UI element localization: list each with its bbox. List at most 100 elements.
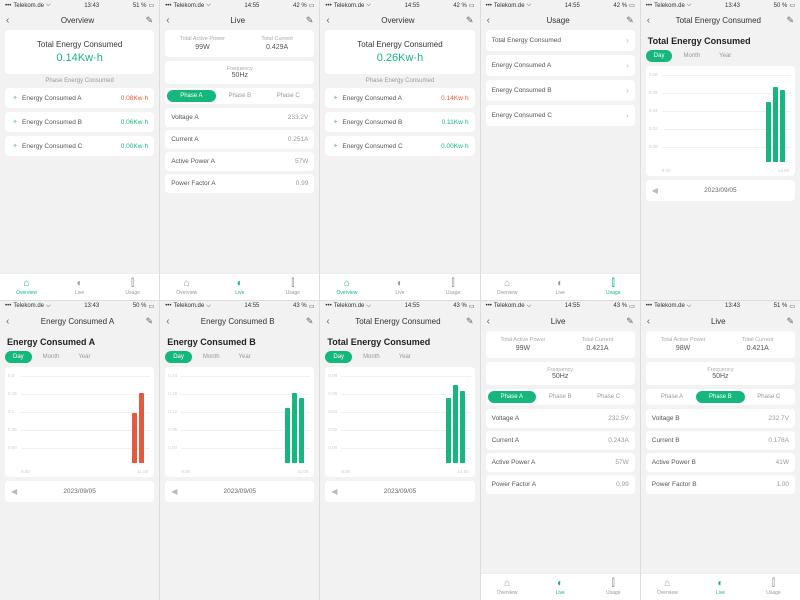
clock: 13:43 xyxy=(725,3,740,9)
energy-row[interactable]: ✦Energy Consumed A 0.14Kw·h xyxy=(325,88,474,108)
energy-row[interactable]: ✦Energy Consumed A 0.08Kw·h xyxy=(5,88,154,108)
battery-icon: ▭ xyxy=(469,303,475,310)
header: ‹ Energy Consumed A ✎ xyxy=(0,312,159,331)
live-row: Current A0.243A xyxy=(486,431,635,450)
edit-button[interactable]: ✎ xyxy=(786,316,794,327)
status-bar: •••Telekom.de⌵ 13:43 51 %▭ xyxy=(641,301,800,312)
tab-year[interactable]: Year xyxy=(711,50,739,62)
usage-row[interactable]: Energy Consumed C › xyxy=(486,105,635,126)
phase-tabs: Phase A Phase B Phase C xyxy=(646,389,795,405)
nav-usage[interactable]: ⫿Usage xyxy=(587,279,640,296)
usage-row[interactable]: Total Energy Consumed › xyxy=(486,30,635,51)
edit-button[interactable]: ✎ xyxy=(466,15,474,26)
edit-button[interactable]: ✎ xyxy=(146,316,154,327)
nav-overview[interactable]: ⌂Overview xyxy=(641,579,694,596)
nav-usage[interactable]: ⫿Usage xyxy=(427,279,480,296)
battery-pct: 51 % xyxy=(774,303,788,309)
usage-row[interactable]: Energy Consumed A › xyxy=(486,55,635,76)
freq-card: Frequency 50Hz xyxy=(486,362,635,385)
tab-year[interactable]: Year xyxy=(231,351,259,363)
header: ‹ Live ✎ xyxy=(641,312,800,331)
battery-icon: ▭ xyxy=(149,303,155,310)
battery-icon: ▭ xyxy=(309,303,315,310)
phase-a-tab[interactable]: Phase A xyxy=(488,391,536,403)
prev-date[interactable]: ◀ xyxy=(652,186,658,195)
battery-pct: 42 % xyxy=(453,3,467,9)
date-nav: ◀ 2023/09/05 ▶ xyxy=(165,481,314,502)
chart-title: Total Energy Consumed xyxy=(327,337,474,347)
nav-overview[interactable]: ⌂Overview xyxy=(160,279,213,296)
energy-row[interactable]: ✦Energy Consumed B 0.06Kw·h xyxy=(5,112,154,132)
prev-date[interactable]: ◀ xyxy=(11,487,17,496)
bar xyxy=(132,413,137,463)
nav-overview[interactable]: ⌂Overview xyxy=(481,279,534,296)
battery-icon: ▭ xyxy=(789,2,795,9)
tab-day[interactable]: Day xyxy=(325,351,352,363)
tab-month[interactable]: Month xyxy=(675,50,708,62)
edit-button[interactable]: ✎ xyxy=(626,316,634,327)
nav-usage[interactable]: ⫿Usage xyxy=(266,279,319,296)
live-row: Current B0.178A xyxy=(646,431,795,450)
clock: 13:43 xyxy=(84,3,99,9)
bolt-icon: ✦ xyxy=(331,142,339,150)
header: ‹ Total Energy Consumed ✎ xyxy=(641,11,800,30)
nav-overview[interactable]: ⌂Overview xyxy=(481,579,534,596)
usage-row[interactable]: Energy Consumed B › xyxy=(486,80,635,101)
tab-month[interactable]: Month xyxy=(355,351,388,363)
bar xyxy=(773,87,778,162)
wifi-icon: ⌵ xyxy=(46,2,51,9)
phase-c-tab[interactable]: Phase C xyxy=(264,90,312,102)
nav-live[interactable]: ◐Live xyxy=(53,279,106,296)
energy-row[interactable]: ✦Energy Consumed B 0.11Kw·h xyxy=(325,112,474,132)
nav-overview[interactable]: ⌂Overview xyxy=(0,279,53,296)
nav-live[interactable]: ◐Live xyxy=(373,279,426,296)
prev-date[interactable]: ◀ xyxy=(171,487,177,496)
live-row: Voltage A233.2V xyxy=(165,108,314,127)
nav-usage[interactable]: ⫿Usage xyxy=(106,279,159,296)
phase-c-tab[interactable]: Phase C xyxy=(584,391,632,403)
tab-month[interactable]: Month xyxy=(195,351,228,363)
edit-button[interactable]: ✎ xyxy=(466,316,474,327)
chart: 0.080.060.040.020.00 0.0014.00 xyxy=(646,66,795,176)
phase-b-tab[interactable]: Phase B xyxy=(536,391,584,403)
energy-row[interactable]: ✦Energy Consumed C 0.00Kw·h xyxy=(325,136,474,156)
total-card: Total Energy Consumed 0.26Kw·h xyxy=(325,30,474,74)
phase-b-tab[interactable]: Phase B xyxy=(696,391,744,403)
phone-screen: •••Telekom.de⌵ 14:55 42 %▭ ‹ Live ✎ Tota… xyxy=(160,0,319,300)
tab-day[interactable]: Day xyxy=(646,50,673,62)
edit-button[interactable]: ✎ xyxy=(626,15,634,26)
phase-a-tab[interactable]: Phase A xyxy=(648,391,696,403)
tab-day[interactable]: Day xyxy=(165,351,192,363)
tab-year[interactable]: Year xyxy=(391,351,419,363)
live-row-value: 57W xyxy=(615,459,628,466)
bolt-icon: ✦ xyxy=(11,142,19,150)
nav-live[interactable]: ◐Live xyxy=(213,279,266,296)
prev-date[interactable]: ◀ xyxy=(331,487,337,496)
clock: 14:55 xyxy=(405,303,420,309)
edit-button[interactable]: ✎ xyxy=(786,15,794,26)
tab-day[interactable]: Day xyxy=(5,351,32,363)
nav-usage[interactable]: ⫿Usage xyxy=(587,579,640,596)
tab-year[interactable]: Year xyxy=(70,351,98,363)
phase-c-tab[interactable]: Phase C xyxy=(745,391,793,403)
edit-button[interactable]: ✎ xyxy=(306,15,314,26)
nav-live[interactable]: ◐Live xyxy=(534,279,587,296)
tab-month[interactable]: Month xyxy=(35,351,68,363)
nav-overview[interactable]: ⌂Overview xyxy=(320,279,373,296)
nav-live[interactable]: ◐Live xyxy=(694,579,747,596)
nav-live[interactable]: ◐Live xyxy=(534,579,587,596)
phase-b-tab[interactable]: Phase B xyxy=(216,90,264,102)
bar xyxy=(460,391,465,463)
edit-button[interactable]: ✎ xyxy=(146,15,154,26)
phone-screen: •••Telekom.de⌵ 13:43 51 %▭ ‹ Live ✎ Tota… xyxy=(641,301,800,600)
nav-usage[interactable]: ⫿Usage xyxy=(747,579,800,596)
phase-a-tab[interactable]: Phase A xyxy=(167,90,215,102)
energy-row[interactable]: ✦Energy Consumed C 0.00Kw·h xyxy=(5,136,154,156)
date-label: 2023/09/05 xyxy=(63,488,96,495)
overview-icon: ⌂ xyxy=(481,579,534,589)
signal-icon: ••• xyxy=(5,303,11,309)
edit-button[interactable]: ✎ xyxy=(306,316,314,327)
status-bar: •••Telekom.de⌵ 13:43 50 %▭ xyxy=(641,0,800,11)
live-icon: ◐ xyxy=(534,579,587,589)
usage-icon: ⫿ xyxy=(266,279,319,289)
